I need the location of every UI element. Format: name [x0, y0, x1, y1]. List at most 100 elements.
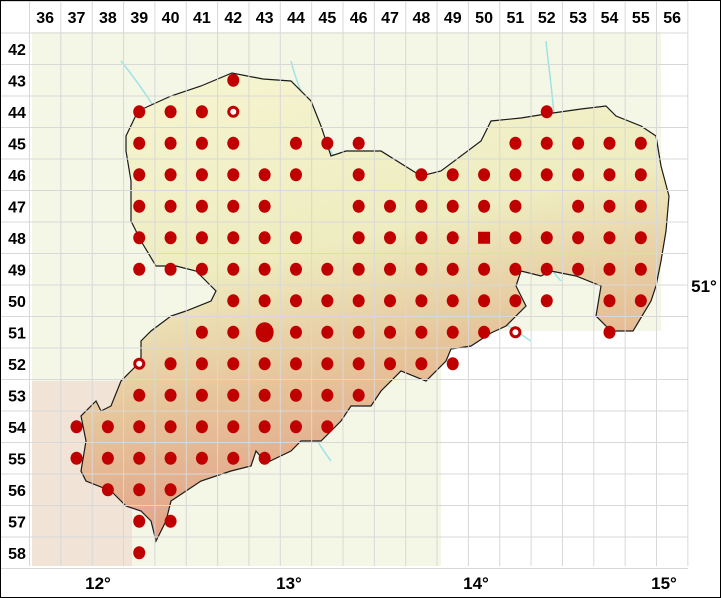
- marker-filled: [227, 451, 240, 465]
- marker-filled: [540, 231, 553, 245]
- column-label: 37: [68, 10, 86, 27]
- row-label: 52: [8, 357, 26, 374]
- marker-filled: [289, 168, 302, 182]
- marker-filled: [321, 420, 334, 434]
- marker-open: [133, 357, 146, 370]
- marker-filled: [446, 231, 459, 245]
- column-label: 36: [36, 10, 54, 27]
- marker-filled: [634, 199, 647, 213]
- marker-filled: [634, 136, 647, 150]
- marker-filled: [195, 388, 208, 402]
- marker-filled: [164, 105, 177, 119]
- latitude-label-51: 51°: [691, 277, 717, 296]
- marker-filled: [133, 388, 146, 402]
- marker-filled: [352, 325, 365, 339]
- marker-filled: [258, 231, 271, 245]
- marker-filled: [352, 294, 365, 308]
- row-label: 46: [8, 168, 26, 185]
- column-label: 51: [507, 10, 525, 27]
- marker-filled: [321, 136, 334, 150]
- marker-filled: [509, 262, 522, 276]
- marker-filled: [227, 262, 240, 276]
- column-label: 38: [99, 10, 117, 27]
- marker-filled: [509, 136, 522, 150]
- marker-filled: [289, 357, 302, 371]
- row-labels: 42 43 44 45 46 47 48 49 50 51 52 53 54 55 56 57 58: [8, 42, 26, 563]
- row-label: 55: [8, 451, 26, 468]
- column-label: 41: [193, 10, 211, 27]
- marker-open: [509, 326, 522, 339]
- marker-filled: [415, 357, 428, 371]
- poland-area: [661, 32, 688, 566]
- row-label: 50: [8, 294, 26, 311]
- marker-filled: [509, 231, 522, 245]
- marker-filled: [446, 262, 459, 276]
- marker-filled: [478, 262, 491, 276]
- marker-filled: [195, 357, 208, 371]
- marker-filled: [321, 388, 334, 402]
- marker-large: [255, 322, 274, 343]
- marker-filled: [133, 514, 146, 528]
- marker-filled: [101, 420, 114, 434]
- marker-filled: [540, 105, 553, 119]
- marker-filled: [195, 451, 208, 465]
- marker-filled: [133, 262, 146, 276]
- marker-filled: [415, 231, 428, 245]
- row-label: 56: [8, 483, 26, 500]
- row-label: 43: [8, 73, 26, 90]
- marker-filled: [352, 199, 365, 213]
- row-label: 48: [8, 231, 26, 248]
- column-label: 43: [256, 10, 274, 27]
- grid-lines: [1, 1, 689, 569]
- row-label: 49: [8, 262, 26, 279]
- row-label: 57: [8, 514, 26, 531]
- row-label: 45: [8, 136, 26, 153]
- marker-filled: [227, 294, 240, 308]
- marker-filled: [258, 168, 271, 182]
- column-label: 44: [287, 10, 305, 27]
- marker-filled: [289, 325, 302, 339]
- marker-filled: [101, 483, 114, 497]
- marker-filled: [384, 357, 397, 371]
- marker-filled: [101, 451, 114, 465]
- marker-filled: [415, 294, 428, 308]
- marker-filled: [227, 388, 240, 402]
- marker-filled: [446, 357, 459, 371]
- marker-filled: [258, 199, 271, 213]
- marker-filled: [133, 420, 146, 434]
- row-label: 44: [8, 105, 26, 122]
- marker-filled: [446, 294, 459, 308]
- marker-filled: [634, 231, 647, 245]
- marker-filled: [164, 483, 177, 497]
- column-label: 50: [475, 10, 493, 27]
- marker-filled: [227, 168, 240, 182]
- marker-filled: [352, 262, 365, 276]
- marker-filled: [227, 420, 240, 434]
- marker-filled: [164, 136, 177, 150]
- marker-filled: [289, 388, 302, 402]
- marker-filled: [478, 168, 491, 182]
- marker-filled: [478, 294, 491, 308]
- marker-filled: [384, 199, 397, 213]
- row-label: 51: [8, 325, 26, 342]
- marker-filled: [164, 199, 177, 213]
- column-label: 49: [444, 10, 462, 27]
- occurrence-markers: [70, 73, 647, 560]
- marker-filled: [572, 168, 585, 182]
- marker-filled: [258, 420, 271, 434]
- marker-filled: [540, 262, 553, 276]
- marker-filled: [446, 199, 459, 213]
- marker-filled: [415, 168, 428, 182]
- marker-filled: [133, 136, 146, 150]
- marker-filled: [572, 136, 585, 150]
- marker-filled: [164, 262, 177, 276]
- column-labels: 36 37 38 39 40 41 42 43 44 45 46 47 48 49 50 51 52 53 54 55…: [36, 10, 681, 27]
- row-label: 53: [8, 388, 26, 405]
- marker-filled: [258, 294, 271, 308]
- marker-filled: [133, 199, 146, 213]
- marker-filled: [164, 168, 177, 182]
- marker-filled: [321, 357, 334, 371]
- column-label: 53: [569, 10, 587, 27]
- marker-filled: [195, 105, 208, 119]
